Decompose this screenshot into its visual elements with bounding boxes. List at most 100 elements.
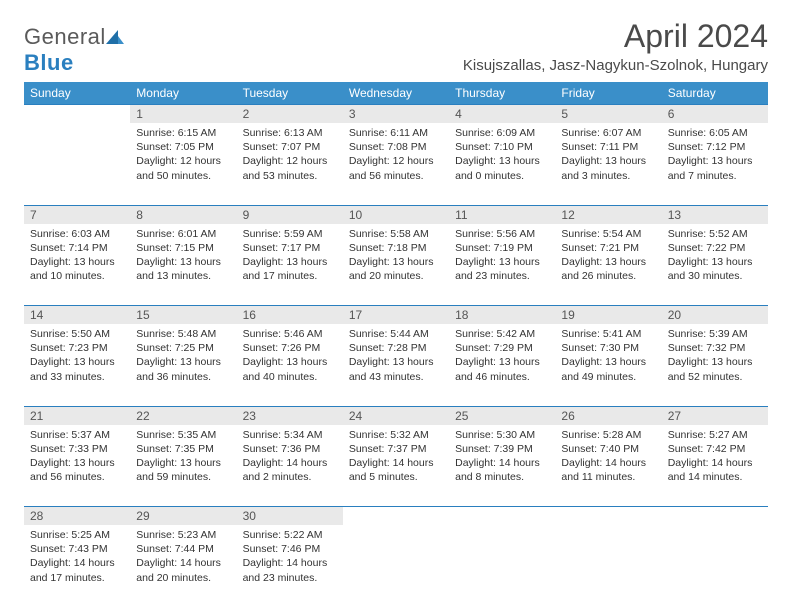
brand-part2: Blue — [24, 50, 74, 75]
daylight-text: Daylight: 13 hours and 13 minutes. — [136, 255, 230, 283]
sunrise-text: Sunrise: 6:03 AM — [30, 227, 124, 241]
day-detail-cell: Sunrise: 5:37 AMSunset: 7:33 PMDaylight:… — [24, 425, 130, 507]
sunset-text: Sunset: 7:44 PM — [136, 542, 230, 556]
sunrise-text: Sunrise: 5:56 AM — [455, 227, 549, 241]
day-detail-cell: Sunrise: 6:07 AMSunset: 7:11 PMDaylight:… — [555, 123, 661, 205]
day-number-cell: 19 — [555, 306, 661, 325]
sunset-text: Sunset: 7:19 PM — [455, 241, 549, 255]
sunset-text: Sunset: 7:40 PM — [561, 442, 655, 456]
daylight-text: Daylight: 14 hours and 2 minutes. — [243, 456, 337, 484]
weekday-header: Saturday — [662, 82, 768, 105]
day-detail-cell: Sunrise: 5:48 AMSunset: 7:25 PMDaylight:… — [130, 324, 236, 406]
day-number-cell: 21 — [24, 406, 130, 425]
day-number-row: 123456 — [24, 105, 768, 124]
weekday-header-row: Sunday Monday Tuesday Wednesday Thursday… — [24, 82, 768, 105]
day-number-cell: 30 — [237, 507, 343, 526]
sunset-text: Sunset: 7:17 PM — [243, 241, 337, 255]
sunset-text: Sunset: 7:42 PM — [668, 442, 762, 456]
day-number-cell: 11 — [449, 205, 555, 224]
day-detail-cell: Sunrise: 6:13 AMSunset: 7:07 PMDaylight:… — [237, 123, 343, 205]
daylight-text: Daylight: 13 hours and 26 minutes. — [561, 255, 655, 283]
day-number-cell: 22 — [130, 406, 236, 425]
day-detail-row: Sunrise: 5:50 AMSunset: 7:23 PM Daylight:… — [24, 324, 768, 406]
day-number-cell: 29 — [130, 507, 236, 526]
day-number-cell: 3 — [343, 105, 449, 124]
day-detail-cell: Sunrise: 5:30 AMSunset: 7:39 PMDaylight:… — [449, 425, 555, 507]
sunset-text: Sunset: 7:12 PM — [668, 140, 762, 154]
daylight-text: Daylight: 14 hours and 17 minutes. — [30, 556, 124, 584]
sunrise-text: Sunrise: 5:52 AM — [668, 227, 762, 241]
sunrise-text: Sunrise: 5:46 AM — [243, 327, 337, 341]
daylight-text: Daylight: 14 hours and 11 minutes. — [561, 456, 655, 484]
daylight-text: Daylight: 13 hours and 10 minutes. — [30, 255, 124, 283]
day-detail-cell — [449, 525, 555, 607]
day-number-cell — [555, 507, 661, 526]
day-detail-cell: Sunrise: 6:01 AMSunset: 7:15 PMDaylight:… — [130, 224, 236, 306]
day-detail-cell: Sunrise: 5:32 AMSunset: 7:37 PMDaylight:… — [343, 425, 449, 507]
daylight-text: Daylight: 12 hours and 50 minutes. — [136, 154, 230, 182]
weekday-header: Wednesday — [343, 82, 449, 105]
day-detail-cell: Sunrise: 5:35 AMSunset: 7:35 PMDaylight:… — [130, 425, 236, 507]
day-detail-cell: Sunrise: 5:23 AMSunset: 7:44 PMDaylight:… — [130, 525, 236, 607]
weekday-header: Monday — [130, 82, 236, 105]
sunrise-text: Sunrise: 5:23 AM — [136, 528, 230, 542]
sunrise-text: Sunrise: 5:28 AM — [561, 428, 655, 442]
day-number-cell: 6 — [662, 105, 768, 124]
sunset-text: Sunset: 7:35 PM — [136, 442, 230, 456]
sunrise-text: Sunrise: 5:59 AM — [243, 227, 337, 241]
sunset-text: Sunset: 7:15 PM — [136, 241, 230, 255]
day-detail-cell: Sunrise: 5:25 AMSunset: 7:43 PMDaylight:… — [24, 525, 130, 607]
day-detail-row: Sunrise: 6:15 AMSunset: 7:05 PMDaylight:… — [24, 123, 768, 205]
sunset-text: Sunset: 7:08 PM — [349, 140, 443, 154]
day-detail-cell: Sunrise: 5:44 AMSunset: 7:28 PMDaylight:… — [343, 324, 449, 406]
day-number-cell: 7 — [24, 205, 130, 224]
sunrise-text: Sunrise: 5:50 AM — [30, 327, 124, 341]
sunrise-text: Sunrise: 5:22 AM — [243, 528, 337, 542]
sunrise-text: Sunrise: 5:48 AM — [136, 327, 230, 341]
sunrise-text: Sunrise: 6:13 AM — [243, 126, 337, 140]
day-detail-cell: Sunrise: 5:59 AMSunset: 7:17 PMDaylight:… — [237, 224, 343, 306]
day-number-cell: 12 — [555, 205, 661, 224]
sunset-text: Sunset: 7:11 PM — [561, 140, 655, 154]
day-number-cell: 1 — [130, 105, 236, 124]
daylight-text: Daylight: 13 hours and 0 minutes. — [455, 154, 549, 182]
day-number-cell: 5 — [555, 105, 661, 124]
daylight-text: Daylight: 13 hours and 52 minutes. — [668, 355, 762, 383]
sunset-text: Sunset: 7:23 PM — [30, 341, 124, 355]
day-detail-cell: Sunrise: 6:09 AMSunset: 7:10 PMDaylight:… — [449, 123, 555, 205]
sunset-text: Sunset: 7:28 PM — [349, 341, 443, 355]
sunrise-text: Sunrise: 5:32 AM — [349, 428, 443, 442]
daylight-text: Daylight: 13 hours and 7 minutes. — [668, 154, 762, 182]
day-detail-cell — [24, 123, 130, 205]
sunset-text: Sunset: 7:22 PM — [668, 241, 762, 255]
day-number-cell: 4 — [449, 105, 555, 124]
weekday-header: Tuesday — [237, 82, 343, 105]
daylight-text: Daylight: 13 hours and 30 minutes. — [668, 255, 762, 283]
sunrise-text: Sunrise: 5:54 AM — [561, 227, 655, 241]
day-detail-cell: Sunrise: 5:58 AMSunset: 7:18 PMDaylight:… — [343, 224, 449, 306]
day-number-cell: 9 — [237, 205, 343, 224]
day-detail-cell: Sunrise: 5:52 AMSunset: 7:22 PMDaylight:… — [662, 224, 768, 306]
sunset-text: Sunset: 7:43 PM — [30, 542, 124, 556]
day-detail-row: Sunrise: 5:37 AMSunset: 7:33 PMDaylight:… — [24, 425, 768, 507]
daylight-text: Daylight: 14 hours and 23 minutes. — [243, 556, 337, 584]
sunset-text: Sunset: 7:18 PM — [349, 241, 443, 255]
daylight-text: Daylight: 14 hours and 14 minutes. — [668, 456, 762, 484]
day-number-row: 14151617181920 — [24, 306, 768, 325]
day-number-cell: 18 — [449, 306, 555, 325]
brand-part1: General — [24, 24, 106, 49]
day-number-cell: 26 — [555, 406, 661, 425]
sunrise-text: Sunrise: 5:44 AM — [349, 327, 443, 341]
daylight-text: Daylight: 13 hours and 43 minutes. — [349, 355, 443, 383]
sunset-text: Sunset: 7:37 PM — [349, 442, 443, 456]
daylight-text: Daylight: 13 hours and 23 minutes. — [455, 255, 549, 283]
sunset-text: Sunset: 7:30 PM — [561, 341, 655, 355]
day-detail-cell: Sunrise: 5:27 AMSunset: 7:42 PMDaylight:… — [662, 425, 768, 507]
daylight-text: Daylight: 12 hours and 56 minutes. — [349, 154, 443, 182]
day-number-cell: 10 — [343, 205, 449, 224]
sunset-text: Sunset: 7:07 PM — [243, 140, 337, 154]
sunset-text: Sunset: 7:33 PM — [30, 442, 124, 456]
brand-logo: General Blue — [24, 18, 124, 76]
day-number-row: 78910111213 — [24, 205, 768, 224]
day-detail-row: Sunrise: 5:25 AMSunset: 7:43 PMDaylight:… — [24, 525, 768, 607]
